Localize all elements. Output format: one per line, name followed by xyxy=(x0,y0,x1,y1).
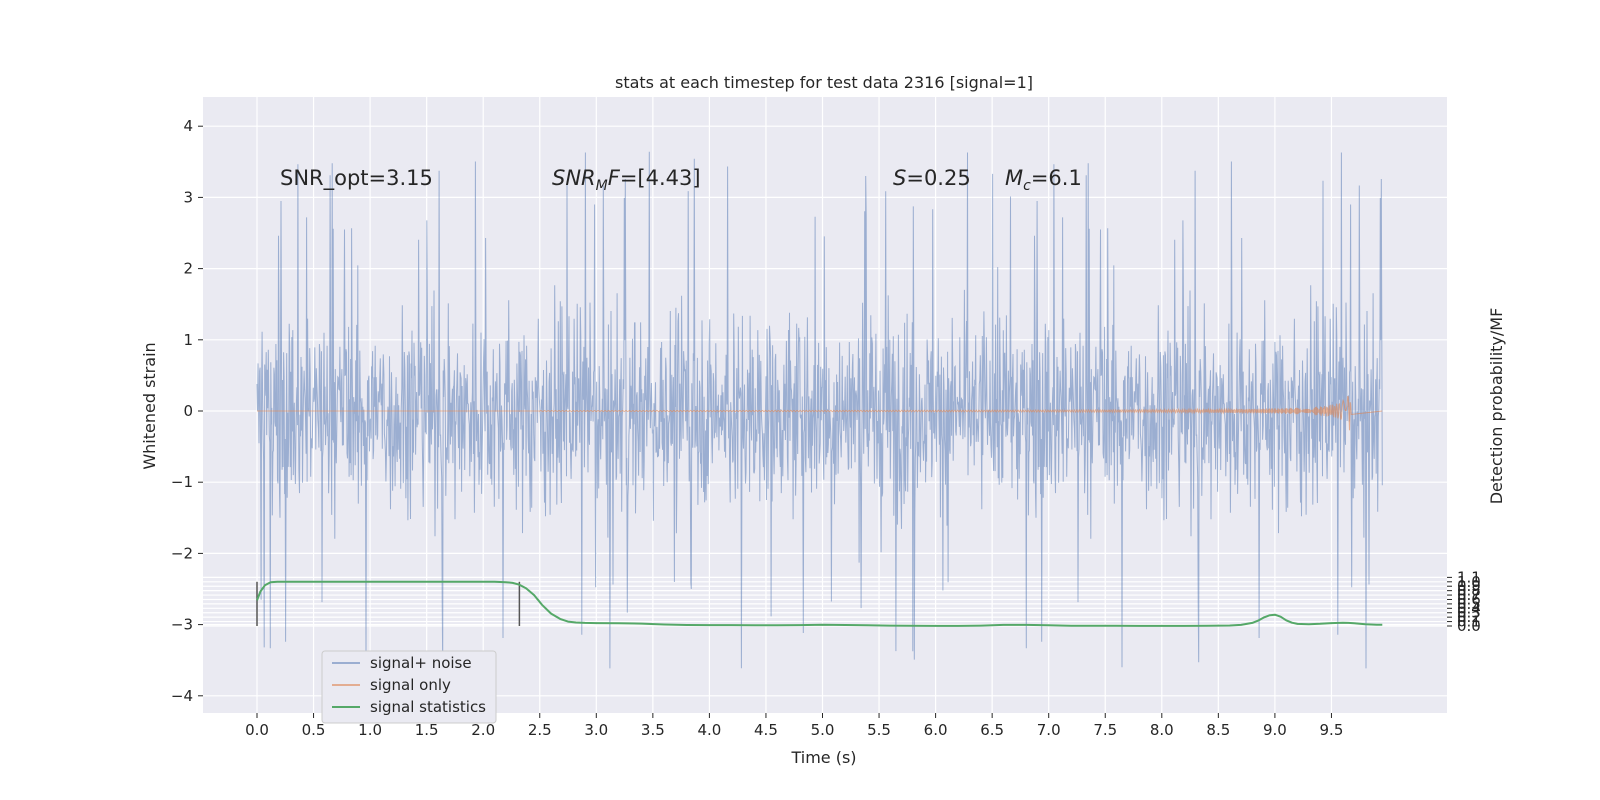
x-tick-label: 7.0 xyxy=(1037,721,1061,739)
y-left-tick-label: 0 xyxy=(183,402,193,420)
x-tick-label: 6.0 xyxy=(924,721,948,739)
x-tick-label: 1.0 xyxy=(358,721,382,739)
y-left-tick-label: 1 xyxy=(183,331,193,349)
y-left-axis-label: Whitened strain xyxy=(140,342,159,469)
legend-label-stats: signal statistics xyxy=(370,698,486,716)
y-right-tick-label: 0.0 xyxy=(1457,617,1481,635)
y-left-tick-label: 2 xyxy=(183,260,193,278)
noise-series xyxy=(256,151,1383,669)
x-tick-label: 9.0 xyxy=(1263,721,1287,739)
noise-line xyxy=(256,151,1383,669)
y-left-tick-label: −1 xyxy=(171,473,193,491)
x-axis-label: Time (s) xyxy=(790,748,856,767)
y-left-tick-label: −3 xyxy=(171,616,193,634)
y-left-tick-label: 3 xyxy=(183,188,193,206)
x-axis-ticks: 0.0 0.5 1.0 1.5 2.0 2.5 3.0 3.5 4.0 4.5 5.0 5.5 6.0 6… xyxy=(245,713,1343,739)
y-left-tick-label: 4 xyxy=(183,117,193,135)
x-tick-label: 2.5 xyxy=(528,721,552,739)
y-right-tick-label: 0.7 xyxy=(1457,586,1481,604)
chart-title: stats at each timestep for test data 231… xyxy=(615,73,1033,92)
x-tick-label: 4.0 xyxy=(697,721,721,739)
x-tick-label: 3.0 xyxy=(584,721,608,739)
x-tick-label: 7.5 xyxy=(1093,721,1117,739)
x-tick-label: 6.5 xyxy=(980,721,1004,739)
y-right-tick-label: 1.0 xyxy=(1457,573,1481,591)
x-tick-label: 5.5 xyxy=(867,721,891,739)
annotation-snr-mf: SNRMF=[4.43] xyxy=(552,166,701,194)
y-right-tick-label: 0.9 xyxy=(1457,577,1481,595)
y-right-tick-label: 0.6 xyxy=(1457,590,1481,608)
y-right-tick-label: 1.1 xyxy=(1457,568,1481,586)
y-left-tick-label: −4 xyxy=(171,687,193,705)
y-right-axis-ticks: 1.11.00.90.80.70.60.50.40.30.20.10.0 xyxy=(1447,568,1481,635)
signal-statistics-line xyxy=(256,580,1383,627)
legend-label-noise: signal+ noise xyxy=(370,654,472,672)
signal-only-series xyxy=(257,395,1383,431)
x-tick-label: 0.0 xyxy=(245,721,269,739)
y-left-tick-label: −2 xyxy=(171,544,193,562)
legend-box xyxy=(321,650,497,724)
annotation-snr-opt: SNR_opt=3.15 xyxy=(280,166,433,191)
x-tick-label: 9.5 xyxy=(1320,721,1344,739)
legend-label-signal: signal only xyxy=(370,676,451,694)
y-right-axis-label: Detection probability/MF xyxy=(1487,308,1506,505)
x-tick-label: 4.5 xyxy=(754,721,778,739)
y-right-tick-label: 0.4 xyxy=(1457,599,1481,617)
x-tick-label: 8.5 xyxy=(1206,721,1230,739)
x-tick-label: 3.5 xyxy=(641,721,665,739)
y-right-tick-label: 0.2 xyxy=(1457,608,1481,626)
x-tick-label: 0.5 xyxy=(302,721,326,739)
y-right-tick-label: 0.5 xyxy=(1457,595,1481,613)
annotation-s: S=0.25 xyxy=(893,166,971,190)
signal-line xyxy=(257,395,1383,431)
y-right-tick-label: 0.8 xyxy=(1457,582,1481,600)
x-tick-label: 2.0 xyxy=(471,721,495,739)
x-tick-label: 5.0 xyxy=(811,721,835,739)
y-left-axis-ticks: 4 3 2 1 0 −1 −2 −3 −4 xyxy=(171,117,203,705)
annotation-mc: Mc=6.1 xyxy=(1005,166,1082,194)
vertical-markers xyxy=(256,581,521,626)
y-right-tick-label: 0.3 xyxy=(1457,604,1481,622)
signal-statistics-series xyxy=(256,580,1383,627)
x-tick-label: 1.5 xyxy=(415,721,439,739)
x-tick-label: 8.0 xyxy=(1150,721,1174,739)
y-right-tick-label: 0.1 xyxy=(1457,613,1481,631)
legend: signal+ noise signal only signal statist… xyxy=(321,650,497,724)
